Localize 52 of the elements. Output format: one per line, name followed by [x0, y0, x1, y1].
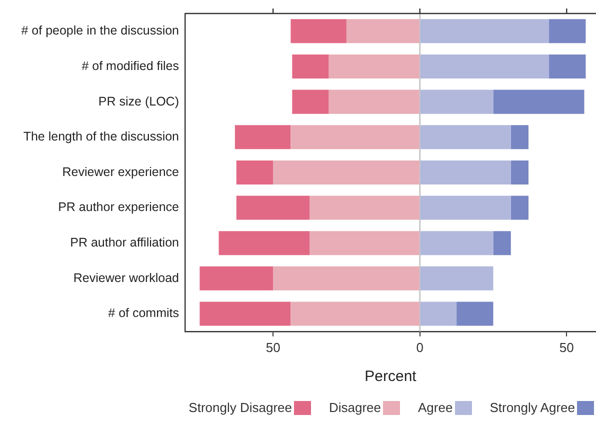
x-tick-label: 50 — [559, 340, 574, 355]
legend-label: Disagree — [328, 400, 382, 415]
bar — [310, 196, 420, 220]
bar — [420, 266, 494, 290]
bar — [234, 125, 291, 150]
bar — [290, 19, 346, 44]
bar — [290, 125, 420, 150]
bar — [510, 196, 528, 220]
y-tick-label: PR author affiliation — [70, 236, 180, 250]
bar — [292, 54, 329, 78]
bar — [420, 125, 511, 150]
bar — [236, 160, 274, 184]
bar — [273, 160, 420, 184]
legend-label: Agree — [418, 400, 453, 415]
bar — [420, 19, 550, 44]
bar — [236, 196, 310, 220]
y-tick-label: # of modified files — [82, 58, 179, 73]
bar — [200, 266, 274, 290]
bar — [292, 90, 329, 114]
y-tick-label: Reviewer experience — [62, 164, 180, 179]
bar — [346, 19, 420, 44]
x-axis-title: Percent — [364, 368, 418, 386]
y-tick-label: Reviewer workload — [73, 270, 180, 285]
y-tick-label: # of people in the discussion — [21, 24, 180, 38]
bar — [200, 302, 291, 326]
bar — [493, 90, 584, 114]
bar — [510, 160, 528, 184]
bar — [456, 302, 494, 326]
bar — [420, 160, 511, 184]
bar — [420, 302, 457, 326]
x-tick-label: 0 — [416, 340, 424, 355]
bar — [549, 54, 586, 78]
bar — [493, 231, 511, 256]
y-tick-label: The length of the discussion — [23, 130, 180, 144]
bar — [420, 231, 494, 256]
bar — [218, 231, 310, 256]
legend-label: Strongly Disagree — [188, 400, 292, 415]
y-tick-label: PR size (LOC) — [98, 94, 179, 108]
legend-label: Strongly Agree — [490, 400, 575, 415]
y-tick-label: # of commits — [108, 306, 179, 320]
bar — [510, 125, 528, 150]
bar — [549, 19, 586, 44]
bar — [420, 54, 550, 78]
bar — [328, 54, 420, 78]
y-tick-label: PR author experience — [58, 200, 180, 214]
bar — [290, 302, 420, 326]
bar — [273, 266, 420, 290]
bar — [310, 231, 420, 256]
x-tick-label: 50 — [266, 340, 280, 355]
bar — [420, 196, 511, 220]
bar — [420, 90, 494, 114]
bar — [328, 90, 420, 114]
